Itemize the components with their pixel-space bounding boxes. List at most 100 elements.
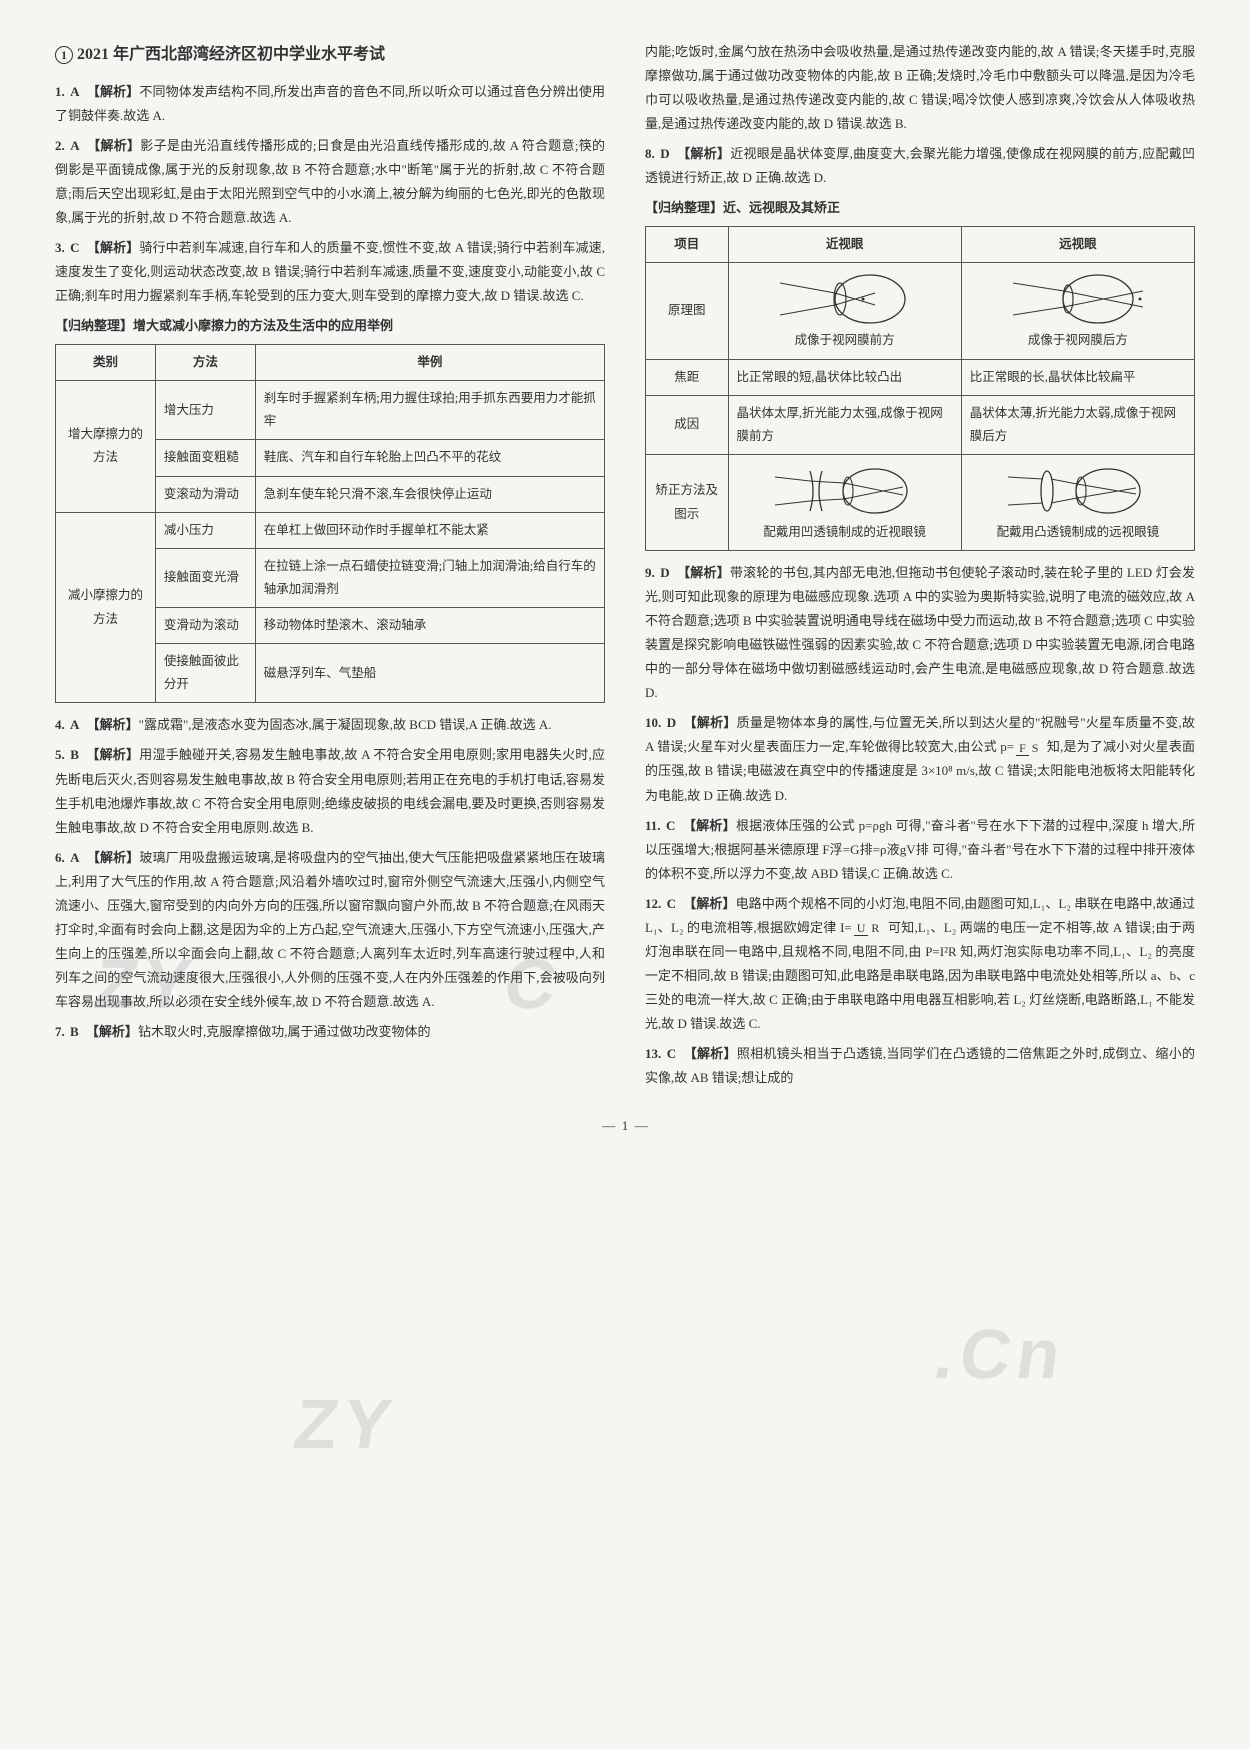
cell: 增大压力	[155, 381, 255, 440]
concave-lens-correction-icon	[770, 463, 920, 519]
question-7-cont: 内能;吃饭时,金属勺放在热汤中会吸收热量,是通过热传递改变内能的,故 A 错误;…	[645, 40, 1195, 136]
th: 项目	[646, 227, 729, 263]
cell-group-decrease: 减小摩擦力的方法	[56, 512, 156, 703]
analysis-tag: 【解析】	[677, 146, 730, 161]
q-num: 5.	[55, 747, 65, 762]
title-number-icon: 1	[55, 46, 73, 64]
q-num: 13.	[645, 1046, 661, 1061]
q-num: 10.	[645, 715, 661, 730]
analysis-tag: 【解析】	[677, 565, 730, 580]
question-4: 4. A 【解析】"露成霜",是液态水变为固态冰,属于凝固现象,故 BCD 错误…	[55, 713, 605, 737]
analysis-tag: 【解析】	[87, 240, 140, 255]
cell: 接触面变光滑	[155, 548, 255, 607]
convex-lens-correction-icon	[1003, 463, 1153, 519]
cell: 使接触面彼此分开	[155, 644, 255, 703]
q-num: 7.	[55, 1024, 65, 1039]
cell-diagram: 配戴用凸透镜制成的远视眼镜	[961, 454, 1194, 550]
q-answer: A	[70, 138, 79, 153]
vision-table: 项目 近视眼 远视眼 原理图 成像于视网膜前方	[645, 226, 1195, 551]
cell: 在单杠上做回环动作时手握单杠不能太紧	[255, 512, 604, 548]
cell-group-increase: 增大摩擦力的方法	[56, 381, 156, 513]
q-num: 2.	[55, 138, 65, 153]
question-3: 3. C 【解析】骑行中若刹车减速,自行车和人的质量不变,惯性不变,故 A 错误…	[55, 236, 605, 308]
q-answer: A	[70, 717, 79, 732]
q-num: 1.	[55, 84, 65, 99]
question-2: 2. A 【解析】影子是由光沿直线传播形成的;日食是由光沿直线传播形成的,故 A…	[55, 134, 605, 230]
question-12: 12. C 【解析】电路中两个规格不同的小灯泡,电阻不同,由题图可知,L₁、L₂…	[645, 892, 1195, 1036]
caption: 成像于视网膜前方	[737, 329, 953, 352]
q-num: 12.	[645, 896, 661, 911]
analysis-tag: 【解析】	[87, 84, 139, 99]
question-6: 6. A 【解析】玻璃厂用吸盘搬运玻璃,是将吸盘内的空气抽出,使大气压能把吸盘紧…	[55, 846, 605, 1014]
analysis-tag: 【解析】	[683, 896, 735, 911]
analysis-tag: 【解析】	[86, 1024, 138, 1039]
cell-diagram: 成像于视网膜后方	[961, 263, 1194, 359]
cell: 晶状体太薄,折光能力太弱,成像于视网膜后方	[961, 395, 1194, 454]
q-text: 钻木取火时,克服摩擦做功,属于通过做功改变物体的	[138, 1024, 431, 1039]
left-column: 12021 年广西北部湾经济区初中学业水平考试 1. A 【解析】不同物体发声结…	[55, 40, 605, 1096]
row-label: 焦距	[646, 359, 729, 395]
cell: 移动物体时垫滚木、滚动轴承	[255, 608, 604, 644]
cell: 变滚动为滑动	[155, 476, 255, 512]
watermark: ZY	[286, 1360, 406, 1490]
q-text: 带滚轮的书包,其内部无电池,但拖动书包使轮子滚动时,装在轮子里的 LED 灯会发…	[645, 565, 1195, 700]
page-number: — 1 —	[55, 1114, 1195, 1138]
q-num: 6.	[55, 850, 65, 865]
cell: 变滑动为滚动	[155, 608, 255, 644]
cell: 在拉链上涂一点石蜡使拉链变滑;门轴上加润滑油;给自行车的轴承加润滑剂	[255, 548, 604, 607]
q-answer: A	[70, 850, 79, 865]
analysis-tag: 【解析】	[87, 717, 139, 732]
right-column: 内能;吃饭时,金属勺放在热汤中会吸收热量,是通过热传递改变内能的,故 A 错误;…	[645, 40, 1195, 1096]
th-category: 类别	[56, 345, 156, 381]
analysis-tag: 【解析】	[684, 1046, 737, 1061]
q-answer: C	[666, 818, 675, 833]
th-method: 方法	[155, 345, 255, 381]
cell-diagram: 配戴用凹透镜制成的近视眼镜	[728, 454, 961, 550]
summary-heading: 【归纳整理】增大或减小摩擦力的方法及生活中的应用举例	[55, 314, 605, 338]
cell: 急刹车使车轮只滑不滚,车会很快停止运动	[255, 476, 604, 512]
q-text: 玻璃厂用吸盘搬运玻璃,是将吸盘内的空气抽出,使大气压能把吸盘紧紧地压在玻璃上,利…	[55, 850, 605, 1009]
fraction-icon: FS	[1016, 742, 1041, 755]
exam-title: 12021 年广西北部湾经济区初中学业水平考试	[55, 40, 605, 70]
question-13: 13. C 【解析】照相机镜头相当于凸透镜,当同学们在凸透镜的二倍焦距之外时,成…	[645, 1042, 1195, 1090]
q-text: "露成霜",是液态水变为固态冰,属于凝固现象,故 BCD 错误,A 正确.故选 …	[139, 717, 552, 732]
q-answer: D	[660, 565, 669, 580]
summary-heading: 【归纳整理】近、远视眼及其矫正	[645, 196, 1195, 220]
myopia-eye-icon	[775, 269, 915, 329]
question-8: 8. D 【解析】近视眼是晶状体变厚,曲度变大,会聚光能力增强,使像成在视网膜的…	[645, 142, 1195, 190]
analysis-tag: 【解析】	[684, 715, 737, 730]
q-answer: B	[70, 1024, 79, 1039]
q-answer: D	[660, 146, 669, 161]
analysis-tag: 【解析】	[86, 747, 139, 762]
cell: 减小压力	[155, 512, 255, 548]
cell: 晶状体太厚,折光能力太强,成像于视网膜前方	[728, 395, 961, 454]
caption: 配戴用凸透镜制成的远视眼镜	[970, 521, 1186, 544]
analysis-tag: 【解析】	[683, 818, 736, 833]
question-9: 9. D 【解析】带滚轮的书包,其内部无电池,但拖动书包使轮子滚动时,装在轮子里…	[645, 561, 1195, 705]
cell: 磁悬浮列车、气垫船	[255, 644, 604, 703]
watermark: .Cn	[926, 1290, 1075, 1420]
question-7: 7. B 【解析】钻木取火时,克服摩擦做功,属于通过做功改变物体的	[55, 1020, 605, 1044]
title-text: 2021 年广西北部湾经济区初中学业水平考试	[77, 46, 385, 63]
th-example: 举例	[255, 345, 604, 381]
question-11: 11. C 【解析】根据液体压强的公式 p=ρgh 可得,"奋斗者"号在水下下潜…	[645, 814, 1195, 886]
q-answer: A	[70, 84, 79, 99]
q-answer: C	[70, 240, 79, 255]
cell: 刹车时手握紧刹车柄;用力握住球拍;用手抓东西要用力才能抓牢	[255, 381, 604, 440]
cell: 比正常眼的长,晶状体比较扁平	[961, 359, 1194, 395]
row-label: 原理图	[646, 263, 729, 359]
q-num: 9.	[645, 565, 655, 580]
q-answer: D	[667, 715, 676, 730]
q-answer: C	[667, 1046, 676, 1061]
question-10: 10. D 【解析】质量是物体本身的属性,与位置无关,所以到达火星的"祝融号"火…	[645, 711, 1195, 807]
question-5: 5. B 【解析】用湿手触碰开关,容易发生触电事故,故 A 不符合安全用电原则;…	[55, 743, 605, 839]
analysis-tag: 【解析】	[87, 850, 139, 865]
cell: 比正常眼的短,晶状体比较凸出	[728, 359, 961, 395]
q-num: 11.	[645, 818, 661, 833]
caption: 配戴用凹透镜制成的近视眼镜	[737, 521, 953, 544]
hyperopia-eye-icon	[1008, 269, 1148, 329]
caption: 成像于视网膜后方	[970, 329, 1186, 352]
q-text: 可知,L₁、L₂ 两端的电压一定不相等,故 A 错误;由于两灯泡串联在同一电路中…	[645, 920, 1195, 1031]
analysis-tag: 【解析】	[87, 138, 140, 153]
q-answer: B	[70, 747, 79, 762]
